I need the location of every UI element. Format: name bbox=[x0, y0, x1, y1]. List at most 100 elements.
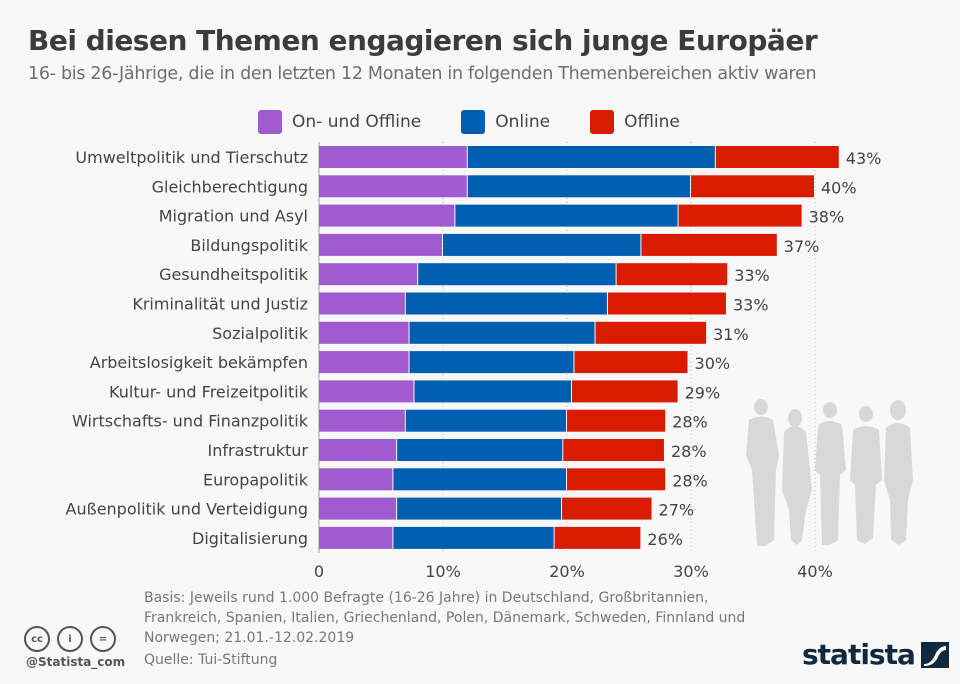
category-label: Außenpolitik und Verteidigung bbox=[66, 500, 308, 519]
total-value-label: 27% bbox=[659, 501, 695, 520]
bar-segment-on-offline bbox=[319, 526, 393, 549]
chart-title: Bei diesen Themen engagieren sich junge … bbox=[28, 24, 818, 57]
category-labels: Umweltpolitik und Tierschutz Gleichberech… bbox=[66, 148, 309, 548]
bar-segment-online bbox=[405, 409, 566, 432]
bar-segment-online bbox=[467, 146, 715, 168]
total-value-label: 38% bbox=[809, 208, 845, 227]
statista-handle[interactable]: @Statista_com bbox=[26, 655, 126, 669]
bar-segment-online bbox=[455, 204, 678, 227]
bar-segment-on-offline bbox=[319, 175, 467, 198]
category-label: Umweltpolitik und Tierschutz bbox=[75, 148, 308, 167]
person-silhouette bbox=[884, 400, 913, 545]
bar-segment-on-offline bbox=[319, 233, 442, 256]
by-icon[interactable]: i bbox=[57, 626, 83, 652]
x-tick-labels: 0 10% 20% 30% 40% bbox=[314, 562, 833, 581]
bar-segment-offline bbox=[567, 468, 666, 491]
person-silhouette bbox=[746, 399, 779, 546]
people-silhouettes-illustration bbox=[746, 399, 913, 546]
footer-source: Quelle: Tui-Stiftung bbox=[144, 652, 278, 668]
bar-segment-on-offline bbox=[319, 497, 397, 520]
bar-segment-on-offline bbox=[319, 321, 409, 344]
category-label: Migration und Asyl bbox=[159, 207, 308, 226]
category-label: Kultur- und Freizeitpolitik bbox=[109, 382, 309, 401]
total-value-label: 37% bbox=[784, 237, 820, 256]
bar-segment-online bbox=[393, 526, 554, 549]
total-value-label: 43% bbox=[846, 149, 882, 168]
bar-segment-online bbox=[393, 468, 566, 491]
value-labels: 43% 40% 38% 37% 33% 33% 31% 30% 29% 28% 28% 28% 27% 2… bbox=[647, 149, 881, 549]
bar-segment-on-offline bbox=[319, 204, 455, 227]
legend-swatch-on-offline bbox=[258, 110, 282, 134]
total-value-label: 30% bbox=[695, 354, 731, 373]
bar-segment-offline bbox=[678, 204, 802, 227]
legend-item-offline: Offline bbox=[590, 110, 680, 134]
total-value-label: 26% bbox=[647, 530, 683, 549]
category-label: Gesundheitspolitik bbox=[159, 265, 309, 284]
bar-segment-offline bbox=[563, 439, 664, 461]
category-label: Digitalisierung bbox=[192, 529, 308, 548]
bar-segment-offline bbox=[616, 263, 728, 286]
statista-logo-text: statista bbox=[802, 638, 916, 671]
bar-segment-offline bbox=[715, 146, 839, 168]
bars-group bbox=[319, 146, 839, 549]
legend: On- und Offline Online Offline bbox=[258, 110, 720, 134]
bar-segment-online bbox=[409, 321, 595, 344]
legend-label: Offline bbox=[624, 112, 680, 132]
bar-segment-online bbox=[409, 351, 574, 374]
total-value-label: 29% bbox=[685, 383, 721, 402]
legend-swatch-offline bbox=[590, 110, 615, 134]
category-label: Sozialpolitik bbox=[212, 324, 309, 343]
x-tick-label: 0 bbox=[314, 562, 324, 581]
bar-segment-on-offline bbox=[319, 409, 405, 432]
total-value-label: 28% bbox=[671, 442, 707, 461]
legend-swatch-online bbox=[461, 110, 486, 134]
person-silhouette bbox=[782, 409, 812, 545]
bar-segment-online bbox=[397, 439, 563, 461]
total-value-label: 33% bbox=[733, 296, 769, 315]
cc-icon[interactable]: cc bbox=[24, 626, 50, 652]
category-label: Europapolitik bbox=[203, 470, 309, 489]
bar-segment-on-offline bbox=[319, 292, 405, 315]
license-icons: cc i = bbox=[24, 626, 123, 652]
bar-segment-online bbox=[418, 263, 616, 286]
person-silhouette bbox=[850, 406, 882, 544]
bar-segment-on-offline bbox=[319, 351, 409, 374]
category-label: Gleichberechtigung bbox=[152, 177, 308, 196]
bar-segment-offline bbox=[574, 351, 688, 374]
nd-icon[interactable]: = bbox=[90, 626, 116, 652]
bar-segment-offline bbox=[562, 497, 652, 520]
x-tick-label: 10% bbox=[425, 562, 461, 581]
total-value-label: 28% bbox=[672, 471, 708, 490]
bar-segment-online bbox=[397, 497, 562, 520]
person-silhouette bbox=[815, 402, 846, 545]
bar-segment-offline bbox=[595, 321, 707, 344]
bar-segment-on-offline bbox=[319, 380, 414, 403]
bar-segment-online bbox=[405, 292, 607, 315]
total-value-label: 33% bbox=[734, 266, 770, 285]
bar-segment-offline bbox=[554, 526, 641, 549]
bar-segment-offline bbox=[641, 233, 777, 256]
total-value-label: 40% bbox=[821, 178, 857, 197]
category-label: Infrastruktur bbox=[208, 441, 309, 460]
bar-segment-on-offline bbox=[319, 146, 467, 168]
total-value-label: 28% bbox=[672, 413, 708, 432]
bar-segment-offline bbox=[571, 380, 678, 403]
statista-logo[interactable]: statista bbox=[802, 638, 949, 671]
bar-segment-offline bbox=[567, 409, 666, 432]
bar-segment-on-offline bbox=[319, 263, 418, 286]
category-label: Wirtschafts- und Finanzpolitik bbox=[72, 412, 309, 431]
legend-item-online: Online bbox=[461, 110, 550, 134]
bar-segment-offline bbox=[691, 175, 814, 198]
footer-note: Basis: Jeweils rund 1.000 Befragte (16-2… bbox=[144, 590, 746, 646]
x-tick-label: 20% bbox=[549, 562, 585, 581]
bar-segment-online bbox=[443, 233, 641, 256]
legend-item-on-offline: On- und Offline bbox=[258, 110, 421, 134]
bar-segment-online bbox=[414, 380, 571, 403]
category-label: Kriminalität und Justiz bbox=[132, 295, 308, 314]
x-tick-label: 40% bbox=[797, 562, 833, 581]
x-tick-label: 30% bbox=[673, 562, 709, 581]
legend-label: Online bbox=[495, 112, 551, 132]
category-label: Arbeitslosigkeit bekämpfen bbox=[90, 353, 308, 372]
total-value-label: 31% bbox=[713, 325, 749, 344]
bar-segment-offline bbox=[607, 292, 726, 315]
